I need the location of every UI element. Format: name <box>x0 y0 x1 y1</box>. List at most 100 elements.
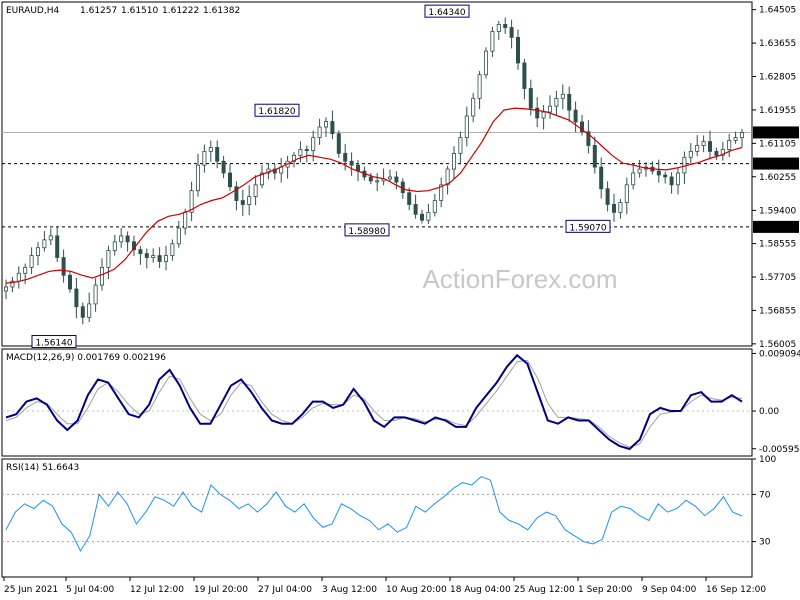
candle-body <box>740 132 745 139</box>
candle-body <box>541 111 546 119</box>
x-tick-label: 27 Jul 04:00 <box>258 585 312 595</box>
candle-body <box>413 204 418 215</box>
candle-body <box>170 243 175 256</box>
level-tag <box>753 157 799 170</box>
x-tick-label: 12 Jul 12:00 <box>130 585 184 595</box>
candle-body <box>183 211 188 229</box>
rsi-y-tick-label: 30 <box>759 538 771 548</box>
ohlc-header-value: 1.61510 <box>121 6 158 16</box>
price-y-tick-label: 1.61105 <box>759 139 796 149</box>
swing-annotation-box <box>424 4 470 18</box>
candle-body <box>61 257 66 276</box>
swing-annotation-box <box>565 219 611 233</box>
candle-body <box>714 150 719 156</box>
candle-body <box>87 303 92 318</box>
candle-body <box>189 190 194 213</box>
current-price-tag <box>753 126 799 139</box>
price-y-tick-label: 1.56855 <box>759 306 796 316</box>
candle-body <box>48 235 53 241</box>
candle-body <box>343 152 348 162</box>
candle-body <box>688 150 693 158</box>
x-tick-label: 16 Sep 12:00 <box>706 585 766 595</box>
candle-body <box>483 50 488 76</box>
candle-body <box>80 306 85 318</box>
ohlc-header-value: 1.61222 <box>162 6 199 16</box>
candle-body <box>426 211 431 221</box>
candle-body <box>669 176 674 186</box>
candle-body <box>663 174 668 178</box>
swing-annotation-label: 1.61820 <box>258 107 295 117</box>
candle-body <box>349 160 354 166</box>
candle-body <box>656 170 661 176</box>
swing-annotation-label: 1.59070 <box>569 223 606 233</box>
rsi-y-tick-label: 70 <box>759 490 771 500</box>
watermark: ActionForex.com <box>422 264 617 294</box>
x-tick-label: 19 Jul 20:00 <box>194 585 248 595</box>
candle-body <box>112 241 117 251</box>
x-tick-label: 5 Jul 04:00 <box>66 585 115 595</box>
price-y-tick-label: 1.59400 <box>759 206 796 216</box>
macd-signal-line <box>5 359 743 448</box>
price-y-tick-label: 1.61955 <box>759 106 796 116</box>
candle-body <box>612 204 617 213</box>
candle-body <box>151 255 156 258</box>
candle-body <box>631 172 636 186</box>
x-tick-label: 1 Sep 20:00 <box>578 585 633 595</box>
candle-body <box>227 172 232 188</box>
x-tick-label: 3 Aug 12:00 <box>322 585 377 595</box>
candle-body <box>439 184 444 201</box>
candle-body <box>496 24 501 32</box>
rsi-line <box>5 476 743 553</box>
macd-y-tick-label: 0.00 <box>759 407 779 417</box>
x-tick-label: 10 Aug 20:00 <box>386 585 447 595</box>
price-y-tick-label: 1.63655 <box>759 39 796 49</box>
candle-body <box>445 168 450 186</box>
candle-body <box>407 192 412 205</box>
candle-body <box>93 284 98 305</box>
candle-body <box>176 227 181 245</box>
candle-body <box>221 160 226 174</box>
candle-body <box>68 274 73 290</box>
candle-body <box>144 253 149 258</box>
candle-body <box>29 255 34 268</box>
candle-body <box>503 24 508 28</box>
candle-body <box>234 186 239 201</box>
candle-body <box>528 88 533 109</box>
candle-body <box>458 137 463 154</box>
candle-body <box>125 235 130 243</box>
candle-body <box>42 239 47 249</box>
candle-body <box>330 121 335 135</box>
candle-body <box>701 141 706 146</box>
candle-body <box>394 176 399 183</box>
candle-body <box>202 150 207 166</box>
candle-body <box>586 131 591 146</box>
rsi-title: RSI(14) 51.6643 <box>6 463 79 473</box>
candle-body <box>580 121 585 133</box>
pane-frame-0 <box>1 1 753 347</box>
candle-body <box>323 121 328 128</box>
rsi-y-tick-label: 100 <box>759 455 776 465</box>
candle-body <box>259 172 264 186</box>
moving-average-line <box>5 107 743 284</box>
candle-body <box>138 249 143 255</box>
candle-body <box>74 288 79 308</box>
candle-body <box>240 200 245 205</box>
candle-body <box>592 145 597 168</box>
candle-body <box>605 188 610 205</box>
candle-body <box>637 168 642 174</box>
swing-annotation-box <box>31 335 77 349</box>
candle-body <box>36 247 41 256</box>
price-chart-title: EURAUD,H4 <box>6 6 59 16</box>
macd-line <box>5 353 743 451</box>
candle-body <box>311 137 316 152</box>
candle-body <box>4 286 9 292</box>
ohlc-header-value: 1.61382 <box>203 6 240 16</box>
pane-frame-2 <box>1 458 753 578</box>
candle-body <box>509 27 514 38</box>
candle-body <box>100 266 105 286</box>
candle-body <box>195 164 200 192</box>
candle-body <box>272 168 277 174</box>
candle-body <box>516 36 521 64</box>
candle-body <box>157 255 162 262</box>
swing-annotation-label: 1.58980 <box>348 227 385 237</box>
